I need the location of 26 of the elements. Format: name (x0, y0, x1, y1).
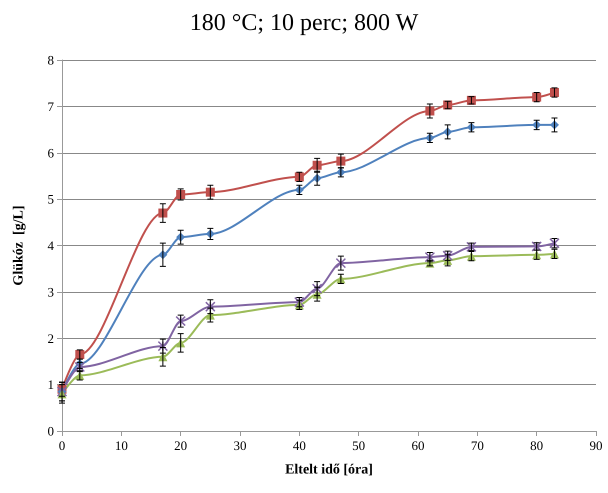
x-tick-label: 70 (470, 438, 484, 453)
point (205, 301, 216, 312)
chart-title: 180 °C; 10 perc; 800 W (190, 10, 419, 36)
y-tick-label: 5 (48, 192, 54, 207)
y-tick-label: 4 (48, 238, 54, 253)
x-tick-label: 60 (412, 438, 424, 453)
x-tick-label: 90 (590, 438, 602, 453)
x-axis-title: Eltelt idő [óra] (285, 462, 373, 478)
y-tick-label: 0 (48, 424, 54, 438)
y-tick-label: 7 (48, 98, 54, 114)
x-tick-label: 0 (58, 438, 66, 453)
point (312, 283, 322, 294)
x-tick-label: 40 (292, 438, 306, 453)
x-tick-label: 20 (174, 438, 188, 453)
point (158, 340, 168, 352)
y-tick-label: 6 (48, 145, 54, 160)
x-tick-label: 80 (530, 438, 544, 453)
x-tick-label: 50 (352, 438, 366, 453)
y-tick-label: 3 (48, 284, 54, 300)
x-tick-label: 30 (234, 438, 246, 453)
y-tick-label: 2 (48, 330, 54, 346)
y-tick-label: 8 (48, 52, 54, 68)
x-tick-label: 10 (114, 438, 128, 453)
y-axis-title: Glükóz [g/L] (12, 205, 26, 286)
y-tick-label: 1 (48, 377, 54, 392)
point (336, 258, 346, 268)
